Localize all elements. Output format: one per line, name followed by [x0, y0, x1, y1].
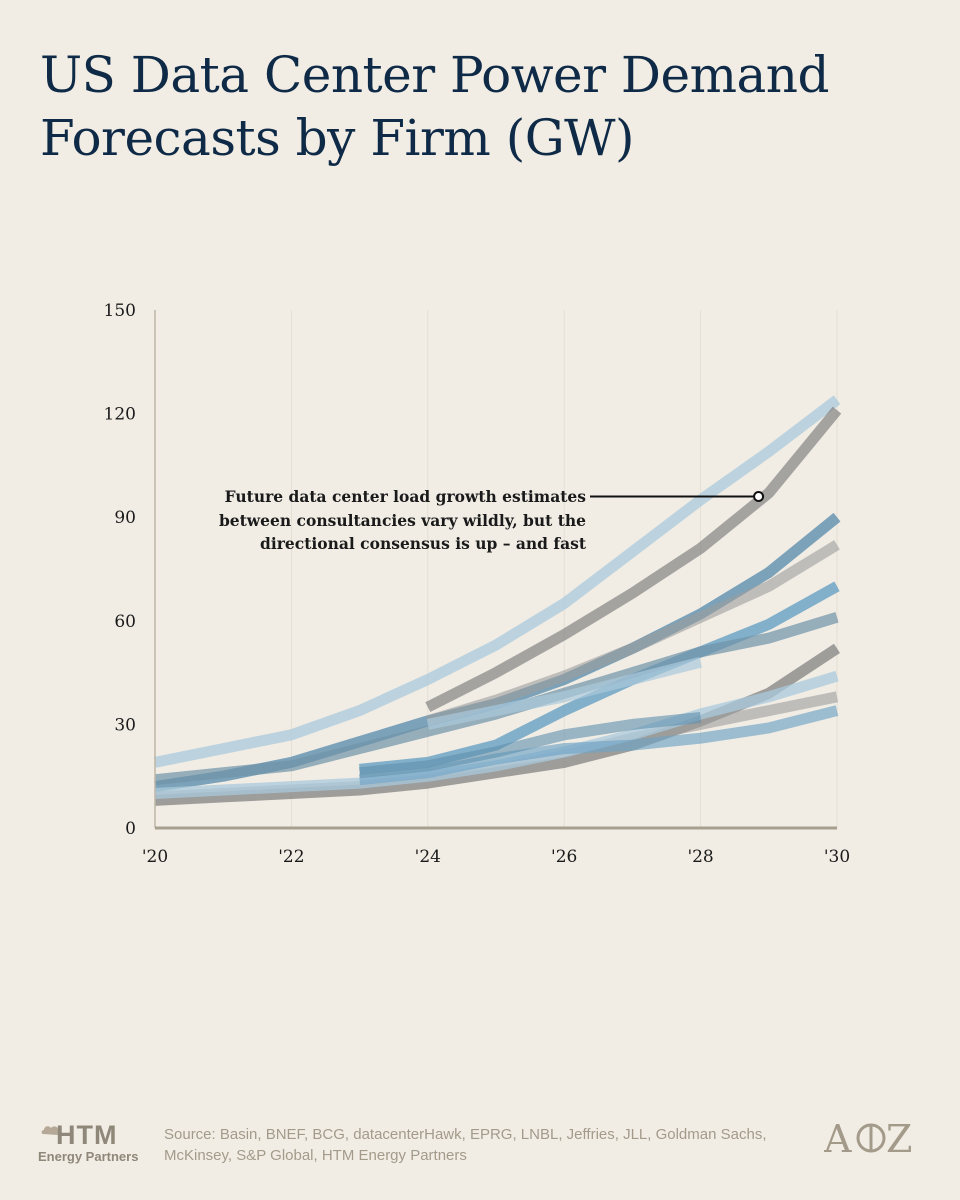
page-title: US Data Center Power Demand Forecasts by… — [40, 46, 830, 167]
y-tick-label-0: 0 — [125, 819, 136, 839]
htm-logo-word: HTM — [56, 1120, 118, 1150]
y-tick-label-4: 120 — [104, 405, 136, 425]
series-line-12 — [359, 712, 702, 779]
series-line-4 — [426, 540, 840, 727]
x-tick-label-5: '30 — [824, 847, 850, 867]
line-chart: 0 30 60 90 120 150 '20 '22 '24 '26 '28 '30 Future d… — [104, 301, 851, 867]
svg-text:Z: Z — [886, 1117, 912, 1160]
chart-annotation: Future data center load growth estimates… — [219, 487, 765, 553]
series-line-11 — [359, 705, 839, 786]
x-tick-label-1: '22 — [278, 847, 304, 867]
annotation-text-line-2: between consultancies vary wildly, but t… — [219, 511, 586, 530]
cloud-hand-icon — [41, 1126, 61, 1135]
annotation-marker — [753, 490, 765, 502]
series-line-1 — [153, 395, 841, 768]
x-tick-label-0: '20 — [142, 847, 168, 867]
annotation-text-line-1: Future data center load growth estimates — [225, 487, 587, 506]
x-tick-label-2: '24 — [415, 847, 441, 867]
series-line-10 — [154, 670, 839, 799]
series-line-7 — [426, 656, 702, 730]
annotation-text-line-3: directional consensus is up – and fast — [260, 534, 587, 553]
source-note: Source: Basin, BNEF, BCG, datacenterHawk… — [164, 1126, 767, 1164]
chart-tick-labels: 0 30 60 90 120 150 '20 '22 '24 '26 '28 '30 — [104, 301, 851, 867]
chart-series-lines — [153, 395, 842, 806]
y-tick-label-5: 150 — [104, 301, 136, 321]
x-tick-label-4: '28 — [687, 847, 713, 867]
htm-logo-subtitle: Energy Partners — [38, 1149, 139, 1164]
y-tick-label-3: 90 — [114, 508, 136, 528]
a16z-logo-text: A — [824, 1117, 852, 1160]
y-tick-label-2: 60 — [114, 612, 136, 632]
htm-energy-partners-logo: HTM Energy Partners — [38, 1118, 158, 1168]
x-tick-label-3: '26 — [551, 847, 577, 867]
y-tick-label-1: 30 — [114, 715, 136, 735]
series-line-2 — [425, 406, 842, 713]
a16z-logo: A Z — [824, 1117, 912, 1160]
chart-axes — [154, 310, 837, 830]
